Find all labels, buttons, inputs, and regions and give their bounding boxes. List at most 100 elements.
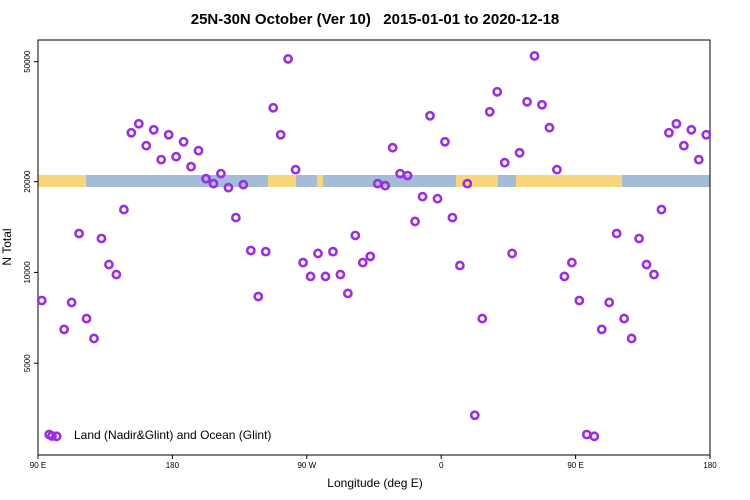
point [619,313,630,324]
point [335,269,346,280]
point [514,147,525,158]
point [380,180,391,191]
point [171,151,182,162]
point [664,127,674,138]
point [208,178,219,189]
point [111,269,122,280]
point [66,297,77,308]
point [492,86,503,97]
point [163,129,174,140]
point [552,164,562,175]
point [126,127,137,138]
point [693,154,704,165]
point [223,182,234,193]
point [328,246,338,257]
point [290,164,301,175]
point [484,106,495,117]
point [566,257,577,268]
point [634,233,644,244]
y-tick-label: 10000 [23,261,32,284]
point [574,295,585,306]
legend-marker [47,431,57,441]
point [313,248,323,259]
land-strip [38,175,86,187]
point [410,216,420,227]
point [104,259,114,270]
point [51,431,62,442]
point [178,136,189,147]
point [238,179,249,190]
point [118,204,129,215]
point [529,51,540,61]
point [701,129,712,140]
point [589,431,600,442]
point [626,333,637,344]
y-tick-label: 5000 [23,354,32,372]
point [186,161,196,172]
point [611,228,622,239]
point [305,271,316,282]
y-tick-label: 50000 [23,50,32,73]
x-tick-label: 90 W [297,461,316,470]
point [477,313,488,324]
point [260,246,271,257]
point [268,102,279,113]
point [36,295,47,306]
point [275,129,286,140]
point [133,118,144,129]
point [649,269,659,280]
x-tick-label: 90 E [567,461,583,470]
point [454,260,465,271]
point [365,251,376,262]
point [462,178,473,189]
land-strip [516,175,622,187]
point [141,140,152,151]
point [641,259,652,270]
point [596,324,607,335]
point [447,212,458,223]
point [245,245,256,256]
point [148,124,159,135]
x-axis-label: Longitude (deg E) [327,476,422,490]
point [283,54,294,64]
point [432,193,443,204]
chart-title: 25N-30N October (Ver 10) 2015-01-01 to 2… [191,11,560,28]
point [89,333,99,344]
point [440,136,450,147]
point [522,96,532,107]
land-strip [456,175,498,187]
point [537,99,547,110]
point [74,228,84,239]
legend-label: Land (Nadir&Glint) and Ocean (Glint) [74,428,271,442]
point [81,313,92,324]
plot-frame [37,39,711,456]
point [201,173,211,184]
point [671,118,682,129]
point [417,191,428,202]
point [216,168,226,179]
point [253,291,264,302]
point [59,324,70,335]
point [656,204,667,215]
x-tick-label: 90 E [30,461,46,470]
point [193,145,204,156]
point [96,233,107,244]
land-strip [268,175,296,187]
x-tick-label: 180 [166,461,180,470]
y-axis-label: N Total [0,228,14,265]
point [350,230,361,241]
point [604,297,615,308]
point [357,257,368,268]
point [230,212,241,223]
point [678,140,689,151]
point [544,122,555,133]
point [469,410,480,421]
point [402,170,413,181]
point [507,248,518,259]
y-tick-label: 20000 [23,170,32,193]
point [499,157,510,168]
point [425,110,435,121]
point [387,142,398,153]
point [320,271,331,282]
